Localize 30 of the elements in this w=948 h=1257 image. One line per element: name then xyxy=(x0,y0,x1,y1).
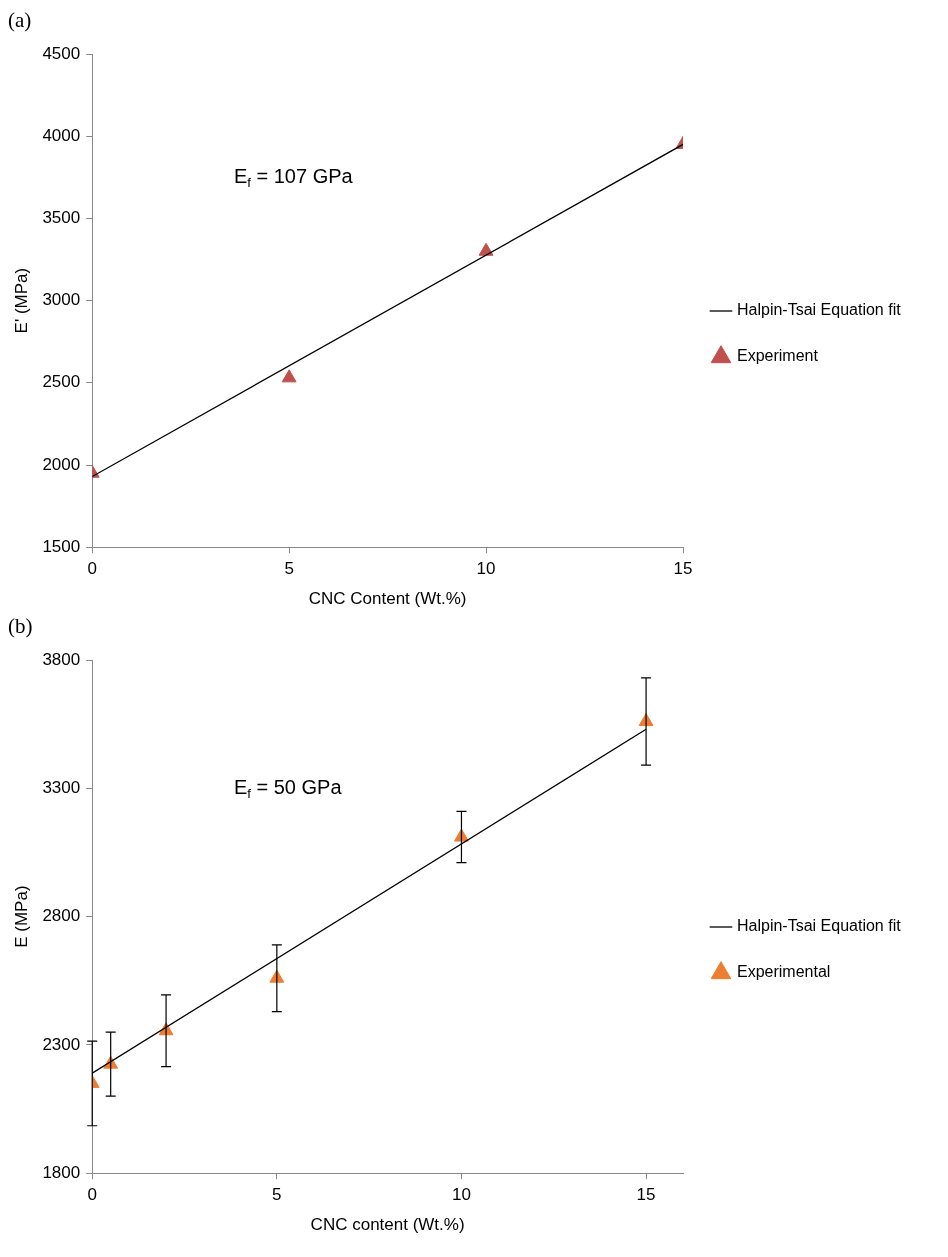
y-tick-label: 1500 xyxy=(42,536,81,556)
y-tick-label: 2500 xyxy=(42,372,81,392)
x-tick-label: 10 xyxy=(476,559,496,579)
y-tick-label: 4000 xyxy=(42,125,81,145)
y-axis-title: E' (MPa) xyxy=(11,267,31,334)
x-tick-label: 10 xyxy=(452,1185,471,1205)
legend-label: Halpin-Tsai Equation fit xyxy=(737,917,902,935)
x-axis-title: CNC Content (Wt.%) xyxy=(308,589,467,609)
x-tick-label: 5 xyxy=(272,1185,282,1205)
x-axis-title: CNC content (Wt.%) xyxy=(310,1215,465,1235)
y-tick-label: 3500 xyxy=(42,208,81,228)
y-tick-label: 2300 xyxy=(42,1034,81,1054)
legend-label: Experiment xyxy=(737,347,819,365)
x-tick-label: 0 xyxy=(87,559,97,579)
y-tick-label: 1800 xyxy=(42,1162,81,1182)
x-tick-label: 15 xyxy=(636,1185,656,1205)
y-tick-label: 3300 xyxy=(42,777,81,797)
y-axis-title: E (MPa) xyxy=(11,885,31,948)
y-tick-label: 2000 xyxy=(42,454,81,474)
legend-label: Experimental xyxy=(737,963,831,981)
legend-label: Halpin-Tsai Equation fit xyxy=(737,301,902,319)
y-tick-label: 2800 xyxy=(42,906,81,926)
x-tick-label: 5 xyxy=(284,559,294,579)
chart-title: (a) xyxy=(8,8,33,34)
y-tick-label: 3800 xyxy=(42,649,81,669)
chart-title: (b) xyxy=(8,614,34,640)
x-tick-label: 15 xyxy=(673,559,693,579)
y-tick-label: 4500 xyxy=(42,43,81,63)
y-tick-label: 3000 xyxy=(42,290,81,310)
x-tick-label: 0 xyxy=(87,1185,97,1205)
